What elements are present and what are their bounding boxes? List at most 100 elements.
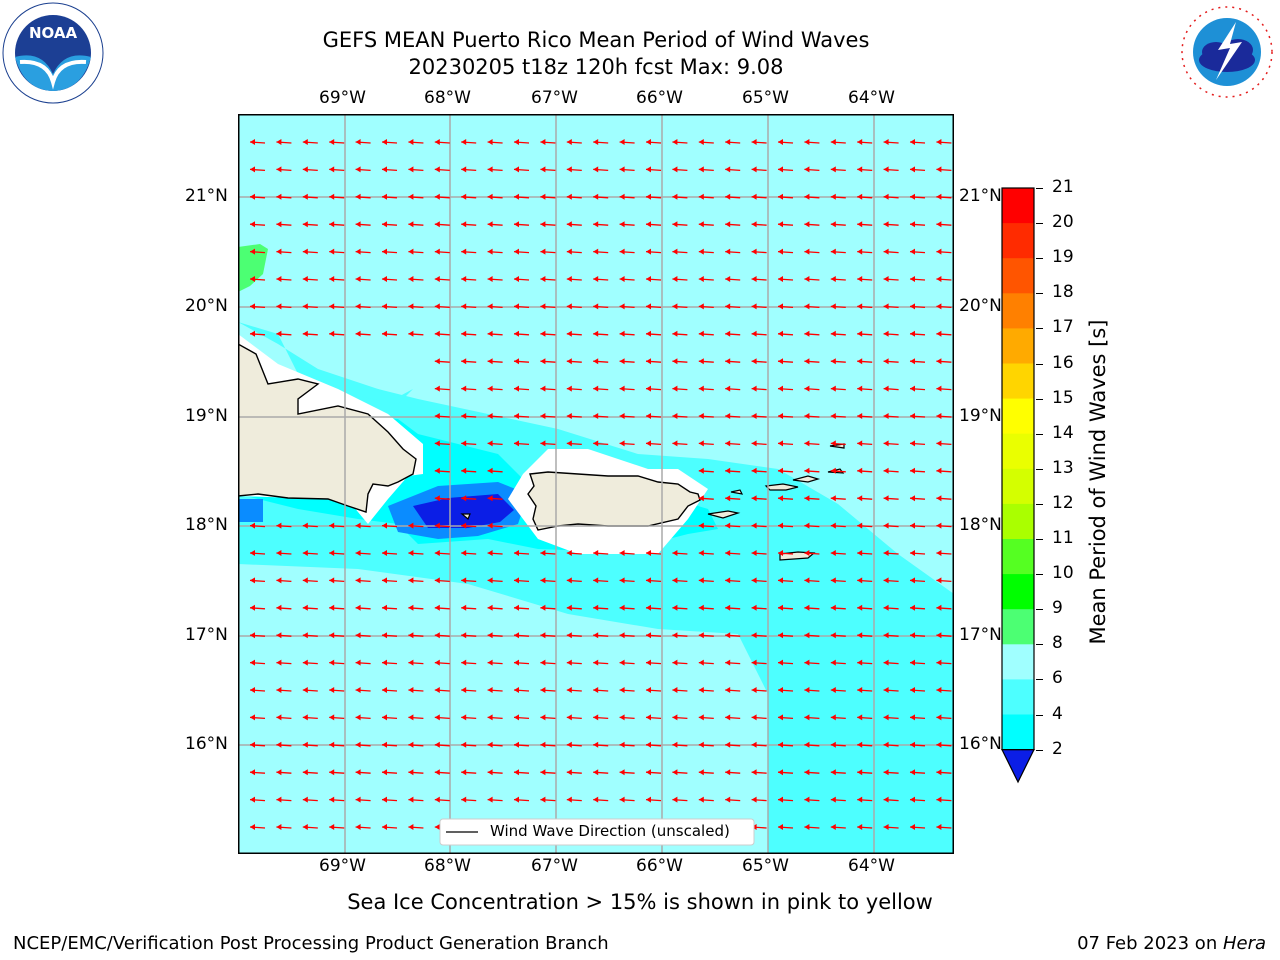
wave-arrow bbox=[408, 303, 424, 310]
wave-arrow bbox=[698, 467, 714, 474]
wave-arrow bbox=[487, 577, 503, 584]
wave-arrow bbox=[487, 522, 503, 529]
wave-arrow bbox=[566, 687, 582, 693]
wave-arrow bbox=[513, 330, 530, 337]
wave-arrow bbox=[566, 276, 582, 282]
wave-arrow bbox=[566, 413, 582, 419]
wave-arrow bbox=[461, 166, 477, 173]
footer-right: 07 Feb 2023 on Hera bbox=[1077, 933, 1266, 954]
wave-arrow bbox=[249, 796, 266, 803]
wave-arrow bbox=[725, 714, 741, 721]
wave-arrow bbox=[408, 330, 424, 337]
wave-arrow bbox=[513, 303, 530, 310]
wave-arrow bbox=[830, 796, 846, 803]
wave-arrow bbox=[725, 659, 741, 666]
wave-arrow bbox=[751, 413, 767, 419]
wave-arrow bbox=[672, 385, 688, 392]
wave-arrow bbox=[329, 714, 345, 721]
nws-logo bbox=[1176, 2, 1278, 102]
wave-arrow bbox=[698, 604, 714, 611]
wave-arrow bbox=[698, 166, 714, 173]
wave-arrow bbox=[830, 495, 846, 502]
footer-host: Hera bbox=[1222, 933, 1266, 954]
lat-label-left: 18°N bbox=[185, 515, 228, 535]
colorbar-swatch bbox=[1002, 363, 1034, 400]
wave-arrow bbox=[857, 358, 873, 365]
land-vieques bbox=[707, 510, 741, 519]
wave-arrow bbox=[645, 632, 662, 639]
wave-arrow bbox=[408, 522, 424, 529]
wave-arrow bbox=[857, 659, 873, 666]
wave-arrow bbox=[593, 577, 609, 584]
wave-arrow bbox=[381, 522, 398, 529]
wave-arrow bbox=[672, 221, 688, 228]
wave-arrow bbox=[698, 632, 714, 639]
wave-arrow bbox=[777, 330, 794, 337]
wave-arrow bbox=[804, 467, 820, 474]
wave-arrow bbox=[461, 276, 477, 282]
wave-arrow bbox=[645, 440, 662, 447]
wave-arrow bbox=[645, 714, 662, 721]
wave-arrow bbox=[936, 687, 952, 693]
colorbar-swatch bbox=[1002, 468, 1034, 505]
wave-arrow bbox=[355, 139, 371, 145]
wave-arrow bbox=[883, 413, 899, 419]
wave-arrow bbox=[593, 330, 609, 337]
wave-arrow bbox=[434, 659, 450, 666]
wave-arrow bbox=[381, 276, 398, 282]
lon-label-bottom: 67°W bbox=[531, 856, 578, 876]
wave-arrow bbox=[883, 604, 899, 611]
wave-arrow bbox=[936, 440, 952, 447]
colorbar-tick-mark bbox=[1036, 714, 1043, 716]
land-anegada bbox=[829, 443, 845, 449]
wave-arrow bbox=[751, 303, 767, 310]
wave-arrow bbox=[276, 687, 292, 693]
wave-arrow bbox=[698, 385, 714, 392]
wave-arrow bbox=[381, 796, 398, 803]
wave-arrow bbox=[830, 577, 846, 584]
wave-arrow bbox=[909, 248, 926, 255]
wave-arrow bbox=[434, 467, 450, 474]
wave-arrow bbox=[461, 604, 477, 611]
wave-arrow bbox=[830, 632, 846, 639]
wave-arrow bbox=[540, 303, 556, 310]
colorbar-tick-label: 19 bbox=[1052, 247, 1074, 268]
wave-arrow bbox=[355, 577, 371, 584]
wave-arrow bbox=[540, 769, 556, 776]
wave-arrow bbox=[698, 495, 714, 502]
wave-arrow bbox=[276, 550, 292, 556]
wave-arrow bbox=[593, 714, 609, 721]
wave-arrow bbox=[830, 550, 846, 556]
wave-arrow bbox=[725, 741, 741, 748]
wave-arrow bbox=[355, 330, 371, 337]
colorbar-frame bbox=[1001, 187, 1035, 751]
wave-arrow bbox=[645, 330, 662, 337]
wave-arrow bbox=[249, 741, 266, 748]
wave-arrow bbox=[672, 303, 688, 310]
wave-arrow bbox=[672, 604, 688, 611]
wave-arrow bbox=[540, 796, 556, 803]
legend-label: Wind Wave Direction (unscaled) bbox=[490, 822, 730, 840]
wave-arrow bbox=[830, 714, 846, 721]
wave-arrow bbox=[487, 358, 503, 365]
wave-arrow bbox=[434, 248, 450, 255]
wave-arrow bbox=[777, 385, 794, 392]
wave-arrow bbox=[276, 166, 292, 173]
wave-arrow bbox=[513, 687, 530, 693]
wave-arrow bbox=[276, 714, 292, 721]
wave-arrow bbox=[249, 577, 266, 584]
wave-arrow bbox=[276, 741, 292, 748]
wave-arrow bbox=[487, 796, 503, 803]
wave-arrow bbox=[751, 632, 767, 639]
wave-arrow bbox=[249, 248, 266, 255]
wave-arrow bbox=[698, 659, 714, 666]
wave-arrow bbox=[909, 769, 926, 776]
wave-arrow bbox=[698, 358, 714, 365]
wave-arrow bbox=[540, 714, 556, 721]
colorbar-tick-label: 15 bbox=[1052, 387, 1074, 408]
colorbar-swatch bbox=[1002, 188, 1034, 224]
wave-arrow bbox=[777, 769, 794, 776]
wave-arrow bbox=[698, 303, 714, 310]
wave-arrow bbox=[619, 139, 635, 145]
wave-arrow bbox=[883, 522, 899, 529]
